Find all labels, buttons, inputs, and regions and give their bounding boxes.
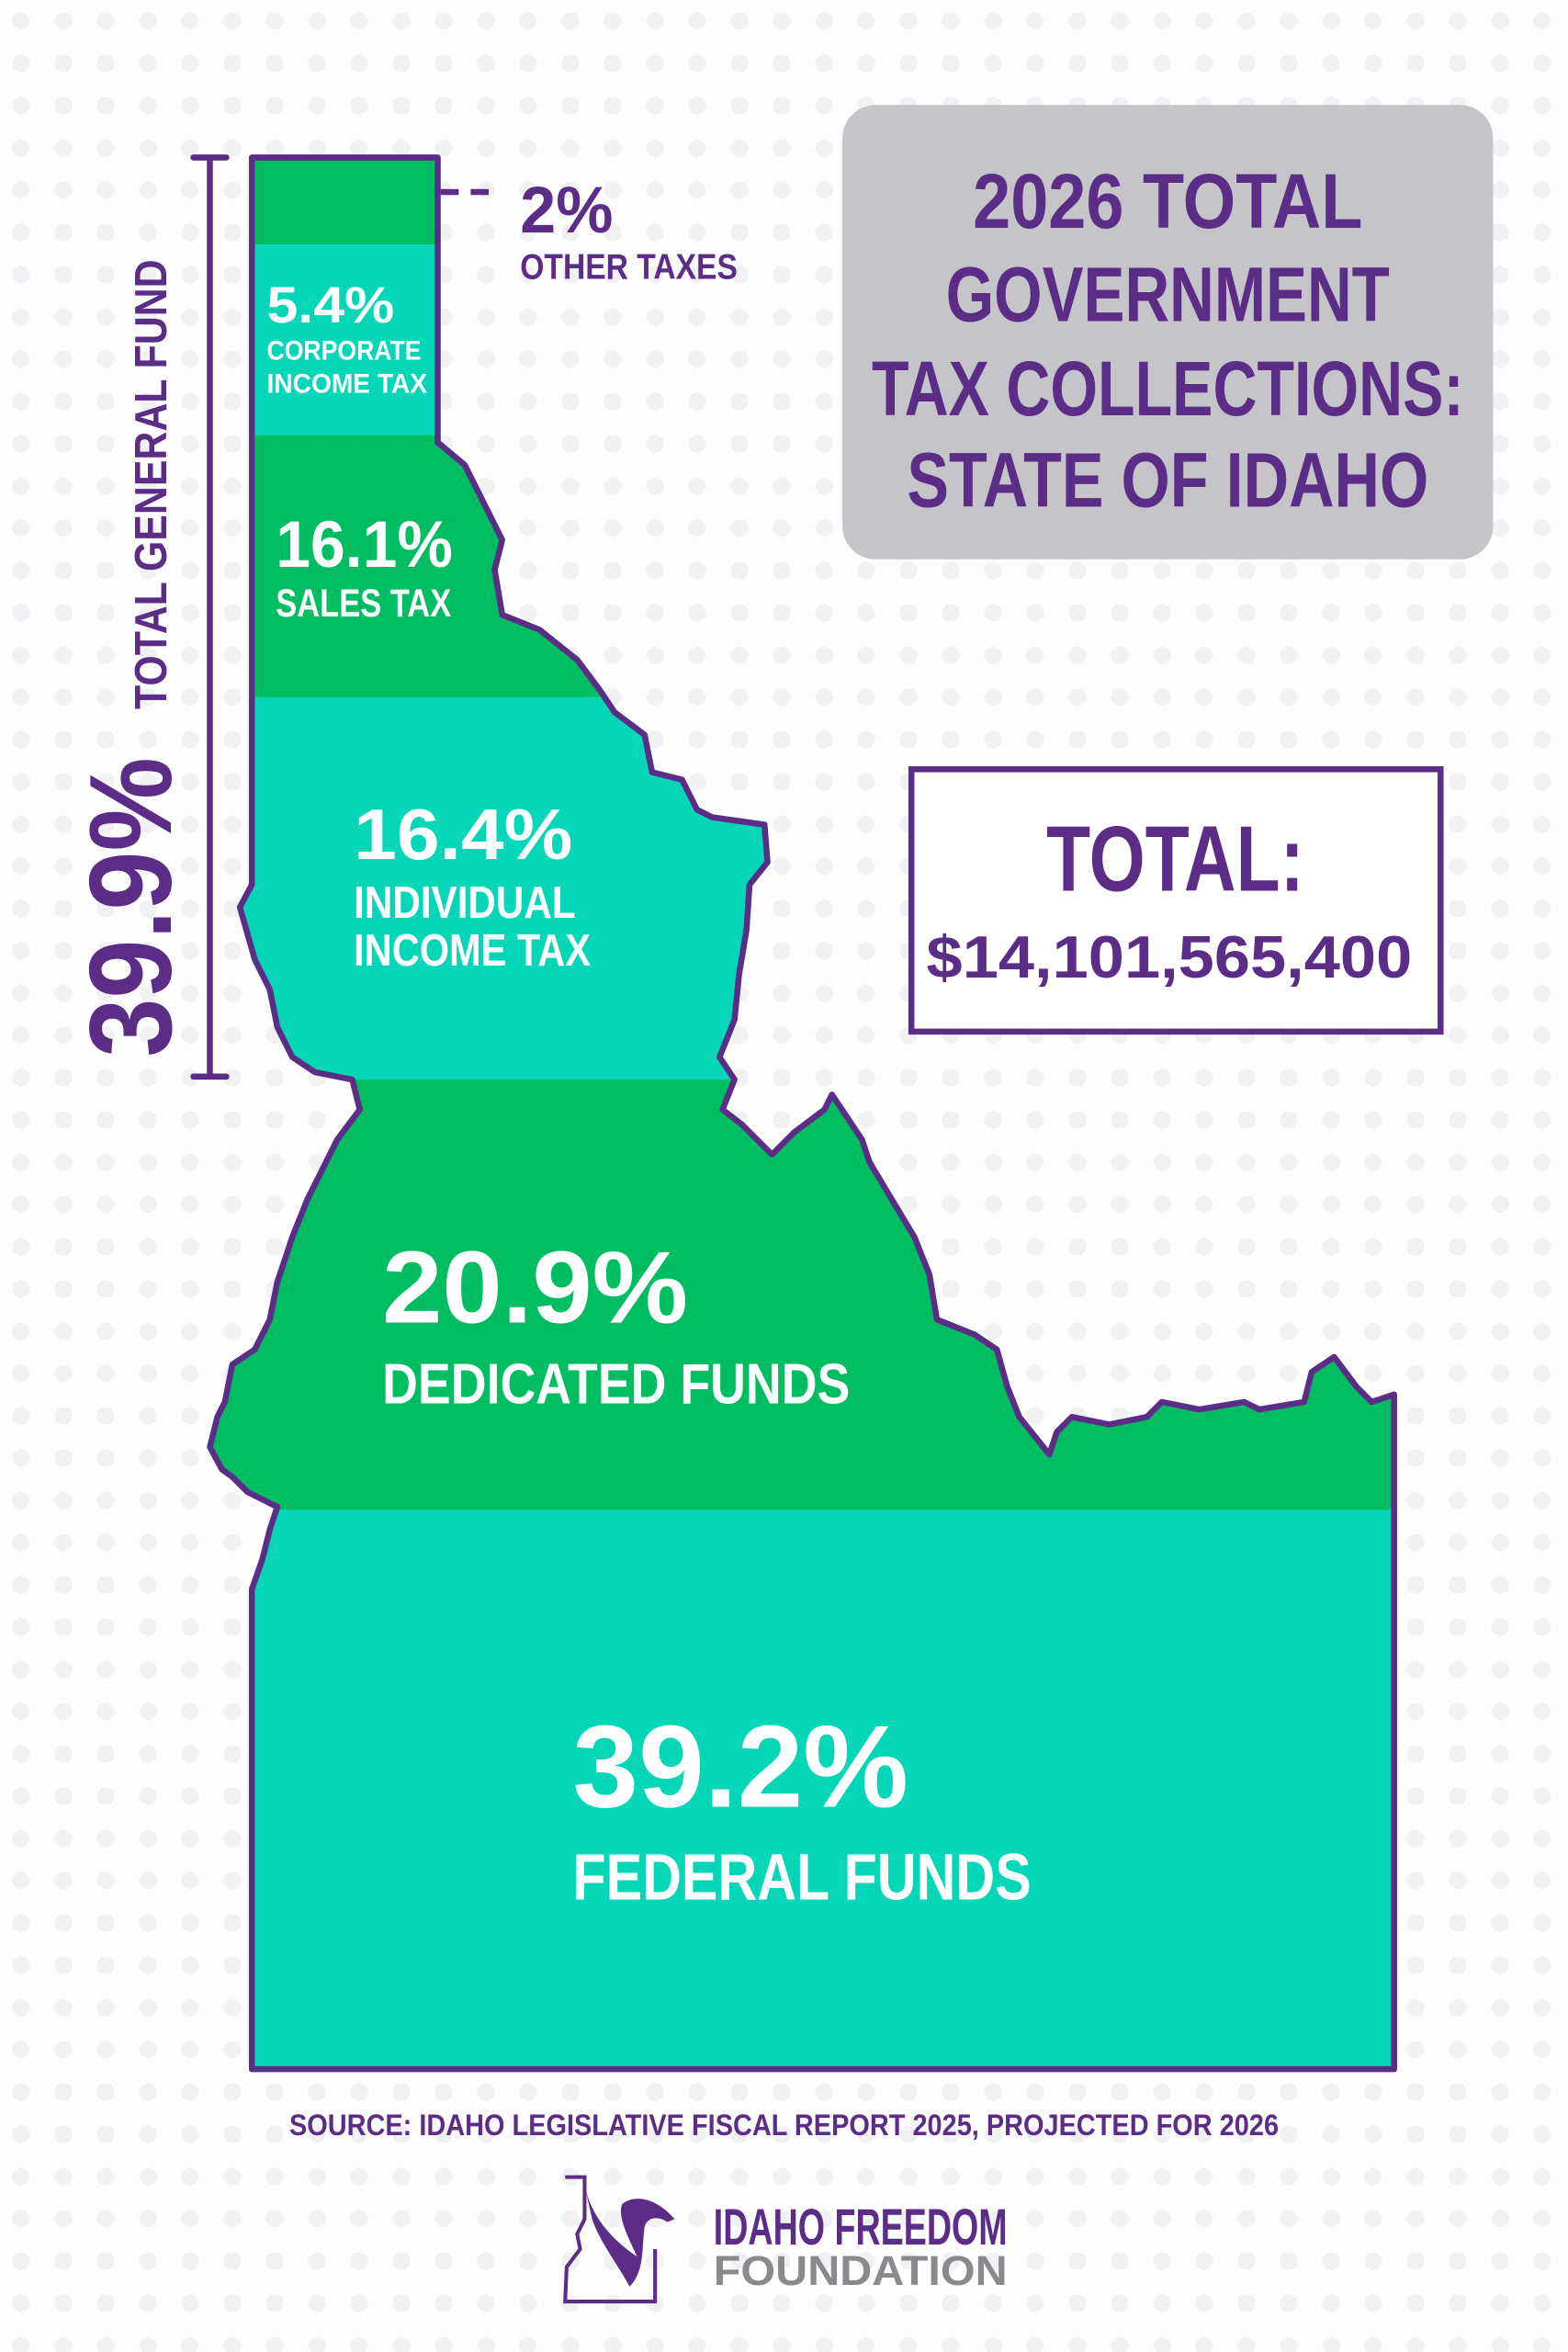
corporate-label-1: CORPORATE — [266, 336, 421, 367]
total-box — [908, 765, 1444, 1035]
idaho-freedom-foundation-logo: IDAHO FREEDOM FOUNDATION — [563, 2175, 1008, 2304]
individual-label-2: INCOME TAX — [354, 926, 591, 976]
other-taxes-label: OTHER TAXES — [520, 248, 738, 288]
total-label: TOTAL: — [1046, 807, 1304, 910]
title-line-1: 2026 TOTAL — [973, 157, 1362, 244]
sales-percent: 16.1% — [276, 508, 453, 582]
general-fund-percent: 39.9% — [65, 757, 196, 1057]
logo-idaho-outline-icon — [563, 2175, 658, 2304]
source-note: SOURCE: IDAHO LEGISLATIVE FISCAL REPORT … — [289, 2108, 1279, 2142]
individual-label-1: INDIVIDUAL — [354, 878, 576, 928]
federal-percent: 39.2% — [572, 1702, 908, 1832]
total-value: $14,101,565,400 — [927, 923, 1413, 990]
general-fund-label: TOTAL GENERAL FUND — [127, 259, 176, 709]
title-box — [842, 105, 1494, 560]
dedicated-percent: 20.9% — [382, 1230, 688, 1344]
federal-label: FEDERAL FUNDS — [572, 1841, 1031, 1915]
title-line-4: STATE OF IDAHO — [907, 436, 1428, 524]
page-title: 2026 TOTAL GOVERNMENT TAX COLLECTIONS: S… — [872, 157, 1464, 524]
sales-label: SALES TAX — [276, 582, 451, 625]
individual-percent: 16.4% — [354, 794, 572, 875]
logo-line-1: IDAHO FREEDOM — [714, 2199, 1008, 2256]
general-fund-bracket — [190, 154, 230, 1080]
corporate-percent: 5.4% — [266, 277, 394, 334]
band-dedicated-funds — [209, 1080, 1394, 1510]
dedicated-label: DEDICATED FUNDS — [382, 1353, 850, 1417]
logo-eagle-icon — [584, 2186, 675, 2287]
logo-line-2: FOUNDATION — [714, 2247, 1008, 2294]
title-line-3: TAX COLLECTIONS: — [872, 345, 1464, 432]
other-taxes-percent: 2% — [520, 174, 613, 247]
title-line-2: GOVERNMENT — [946, 250, 1390, 337]
corporate-label-2: INCOME TAX — [266, 369, 427, 400]
band-federal-funds — [209, 1510, 1394, 2070]
